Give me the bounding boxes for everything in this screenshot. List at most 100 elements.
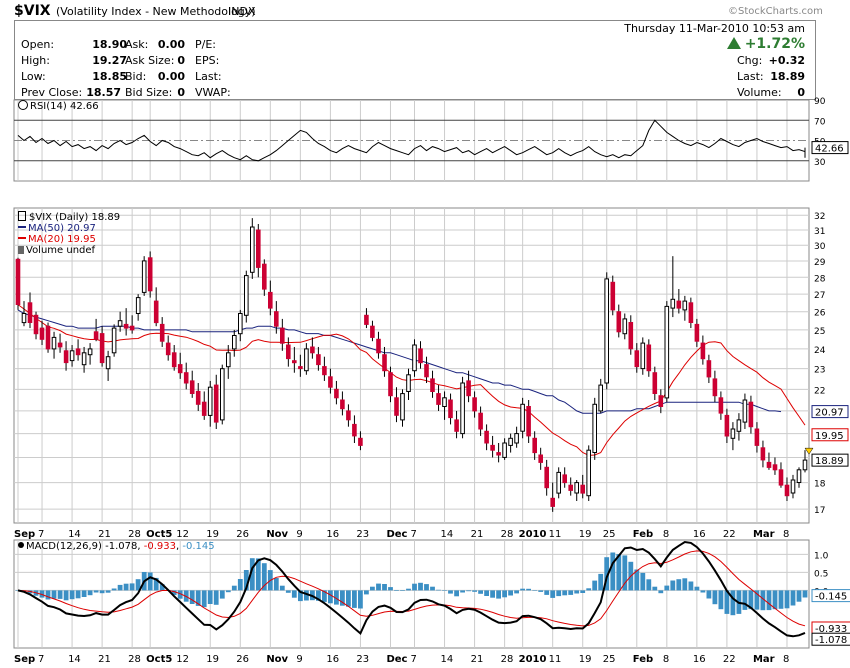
candle-body (778, 469, 784, 486)
macd-histogram-bar (454, 590, 459, 597)
candle-body (226, 352, 231, 368)
candle (454, 410, 459, 439)
macd-histogram-bar (490, 590, 495, 598)
macd-histogram-bar (69, 590, 75, 600)
candle (129, 315, 135, 334)
price-x-tick: Nov (266, 529, 288, 540)
price-panel: 3231302928272625242322212019181720.9719.… (13, 207, 849, 540)
macd-x-tick: Feb (633, 654, 653, 665)
close-last-label-box (811, 453, 849, 467)
price-x-tick: 19 (206, 529, 219, 540)
candle (15, 257, 21, 310)
macd-legend-signal: -0.933 (143, 541, 176, 552)
price-x-tick: Sep (14, 529, 35, 540)
macd-legend: MACD(12,26,9) -1.078, -0.933, -0.145 (18, 541, 215, 552)
candle (676, 289, 682, 314)
price-y-tick: 28 (814, 274, 826, 284)
candle-body (700, 342, 706, 360)
macd-histogram-bar (514, 590, 519, 594)
macd-y-tick: 1.0 (814, 551, 829, 561)
candle (490, 435, 495, 458)
volume-value: 0 (797, 86, 805, 99)
candle (586, 445, 592, 501)
candle (562, 467, 568, 488)
last-label: Last: (737, 70, 764, 83)
candle-body (532, 437, 538, 454)
macd-histogram-bar (664, 585, 670, 591)
macd-histogram-bar (135, 579, 141, 591)
macd-histogram-bar (322, 590, 327, 602)
candle (141, 256, 147, 296)
candle-body (784, 484, 790, 497)
macd-histogram-bar (406, 588, 411, 591)
rsi-y-tick: 30 (814, 158, 826, 168)
macd-histogram-bar (778, 590, 784, 609)
macd-histogram-bar (243, 570, 249, 591)
candle (712, 370, 718, 403)
candle-body (604, 278, 610, 384)
macd-legend-icon (18, 542, 24, 548)
macd-histogram-bar (592, 580, 598, 591)
macd-histogram-bar (706, 590, 712, 599)
bid-value: 0.00 (157, 70, 185, 83)
ma20-legend-text: MA(20) 19.95 (28, 234, 96, 245)
macd-histogram-bar (219, 590, 225, 599)
candle-body (586, 449, 592, 497)
low-label: Low: (21, 70, 46, 83)
candle-body (123, 323, 129, 329)
candle-body (736, 419, 742, 432)
candle (346, 404, 351, 427)
candle-body (754, 428, 760, 446)
macd-histogram-bar (538, 590, 544, 592)
price-y-tick: 26 (814, 309, 826, 319)
candle (646, 339, 652, 377)
candle-body (616, 311, 622, 333)
macd-histogram-bar (634, 569, 640, 591)
macd-histogram-bar (388, 587, 393, 591)
candle-body (652, 372, 658, 395)
price-x-tick: 8 (663, 529, 669, 540)
macd-x-tick: 22 (723, 654, 736, 665)
candle (117, 311, 123, 332)
candle (742, 393, 748, 429)
macd-histogram-bar (51, 590, 57, 599)
macd-histogram-bar (610, 552, 616, 591)
candle-body (183, 372, 189, 384)
candle (93, 318, 99, 342)
macd-histogram-bar (724, 590, 730, 614)
macd-histogram-bar (700, 590, 706, 593)
ma20-legend-icon (18, 237, 26, 239)
macd-histogram-bar (676, 579, 682, 591)
candle (628, 315, 634, 355)
candle-body (484, 430, 489, 444)
macd-frame (13, 539, 810, 649)
candle (748, 395, 754, 434)
candle (508, 433, 513, 453)
macd-histogram-bar (790, 590, 796, 606)
candle-body (364, 314, 369, 325)
candle-body (478, 412, 483, 430)
macd-histogram-bar (45, 590, 51, 600)
macd-histogram-bar (448, 590, 453, 594)
macd-x-tick: Oct5 (146, 654, 172, 665)
candle-body (15, 258, 21, 305)
macd-histogram-bar (760, 590, 766, 611)
macd-x-tick: Sep (14, 654, 35, 665)
macd-histogram-bar (412, 583, 417, 591)
candle-body (244, 275, 249, 316)
macd-histogram-bar (688, 581, 694, 591)
ask-label: Ask: (125, 38, 149, 51)
candle (466, 370, 471, 403)
macd-histogram-bar (225, 590, 231, 593)
candle (796, 467, 802, 488)
macd-histogram-bar (147, 572, 153, 591)
ma50-legend-text: MA(50) 20.97 (28, 223, 96, 234)
candle-body (400, 393, 405, 421)
ma50-legend-icon (18, 226, 26, 228)
macd-histogram-bar (93, 590, 99, 593)
rsi-line (17, 119, 806, 162)
candle-body (502, 442, 507, 458)
macd-histogram-bar (231, 585, 237, 591)
open-value: 18.90 (92, 38, 127, 51)
candle (87, 343, 93, 365)
